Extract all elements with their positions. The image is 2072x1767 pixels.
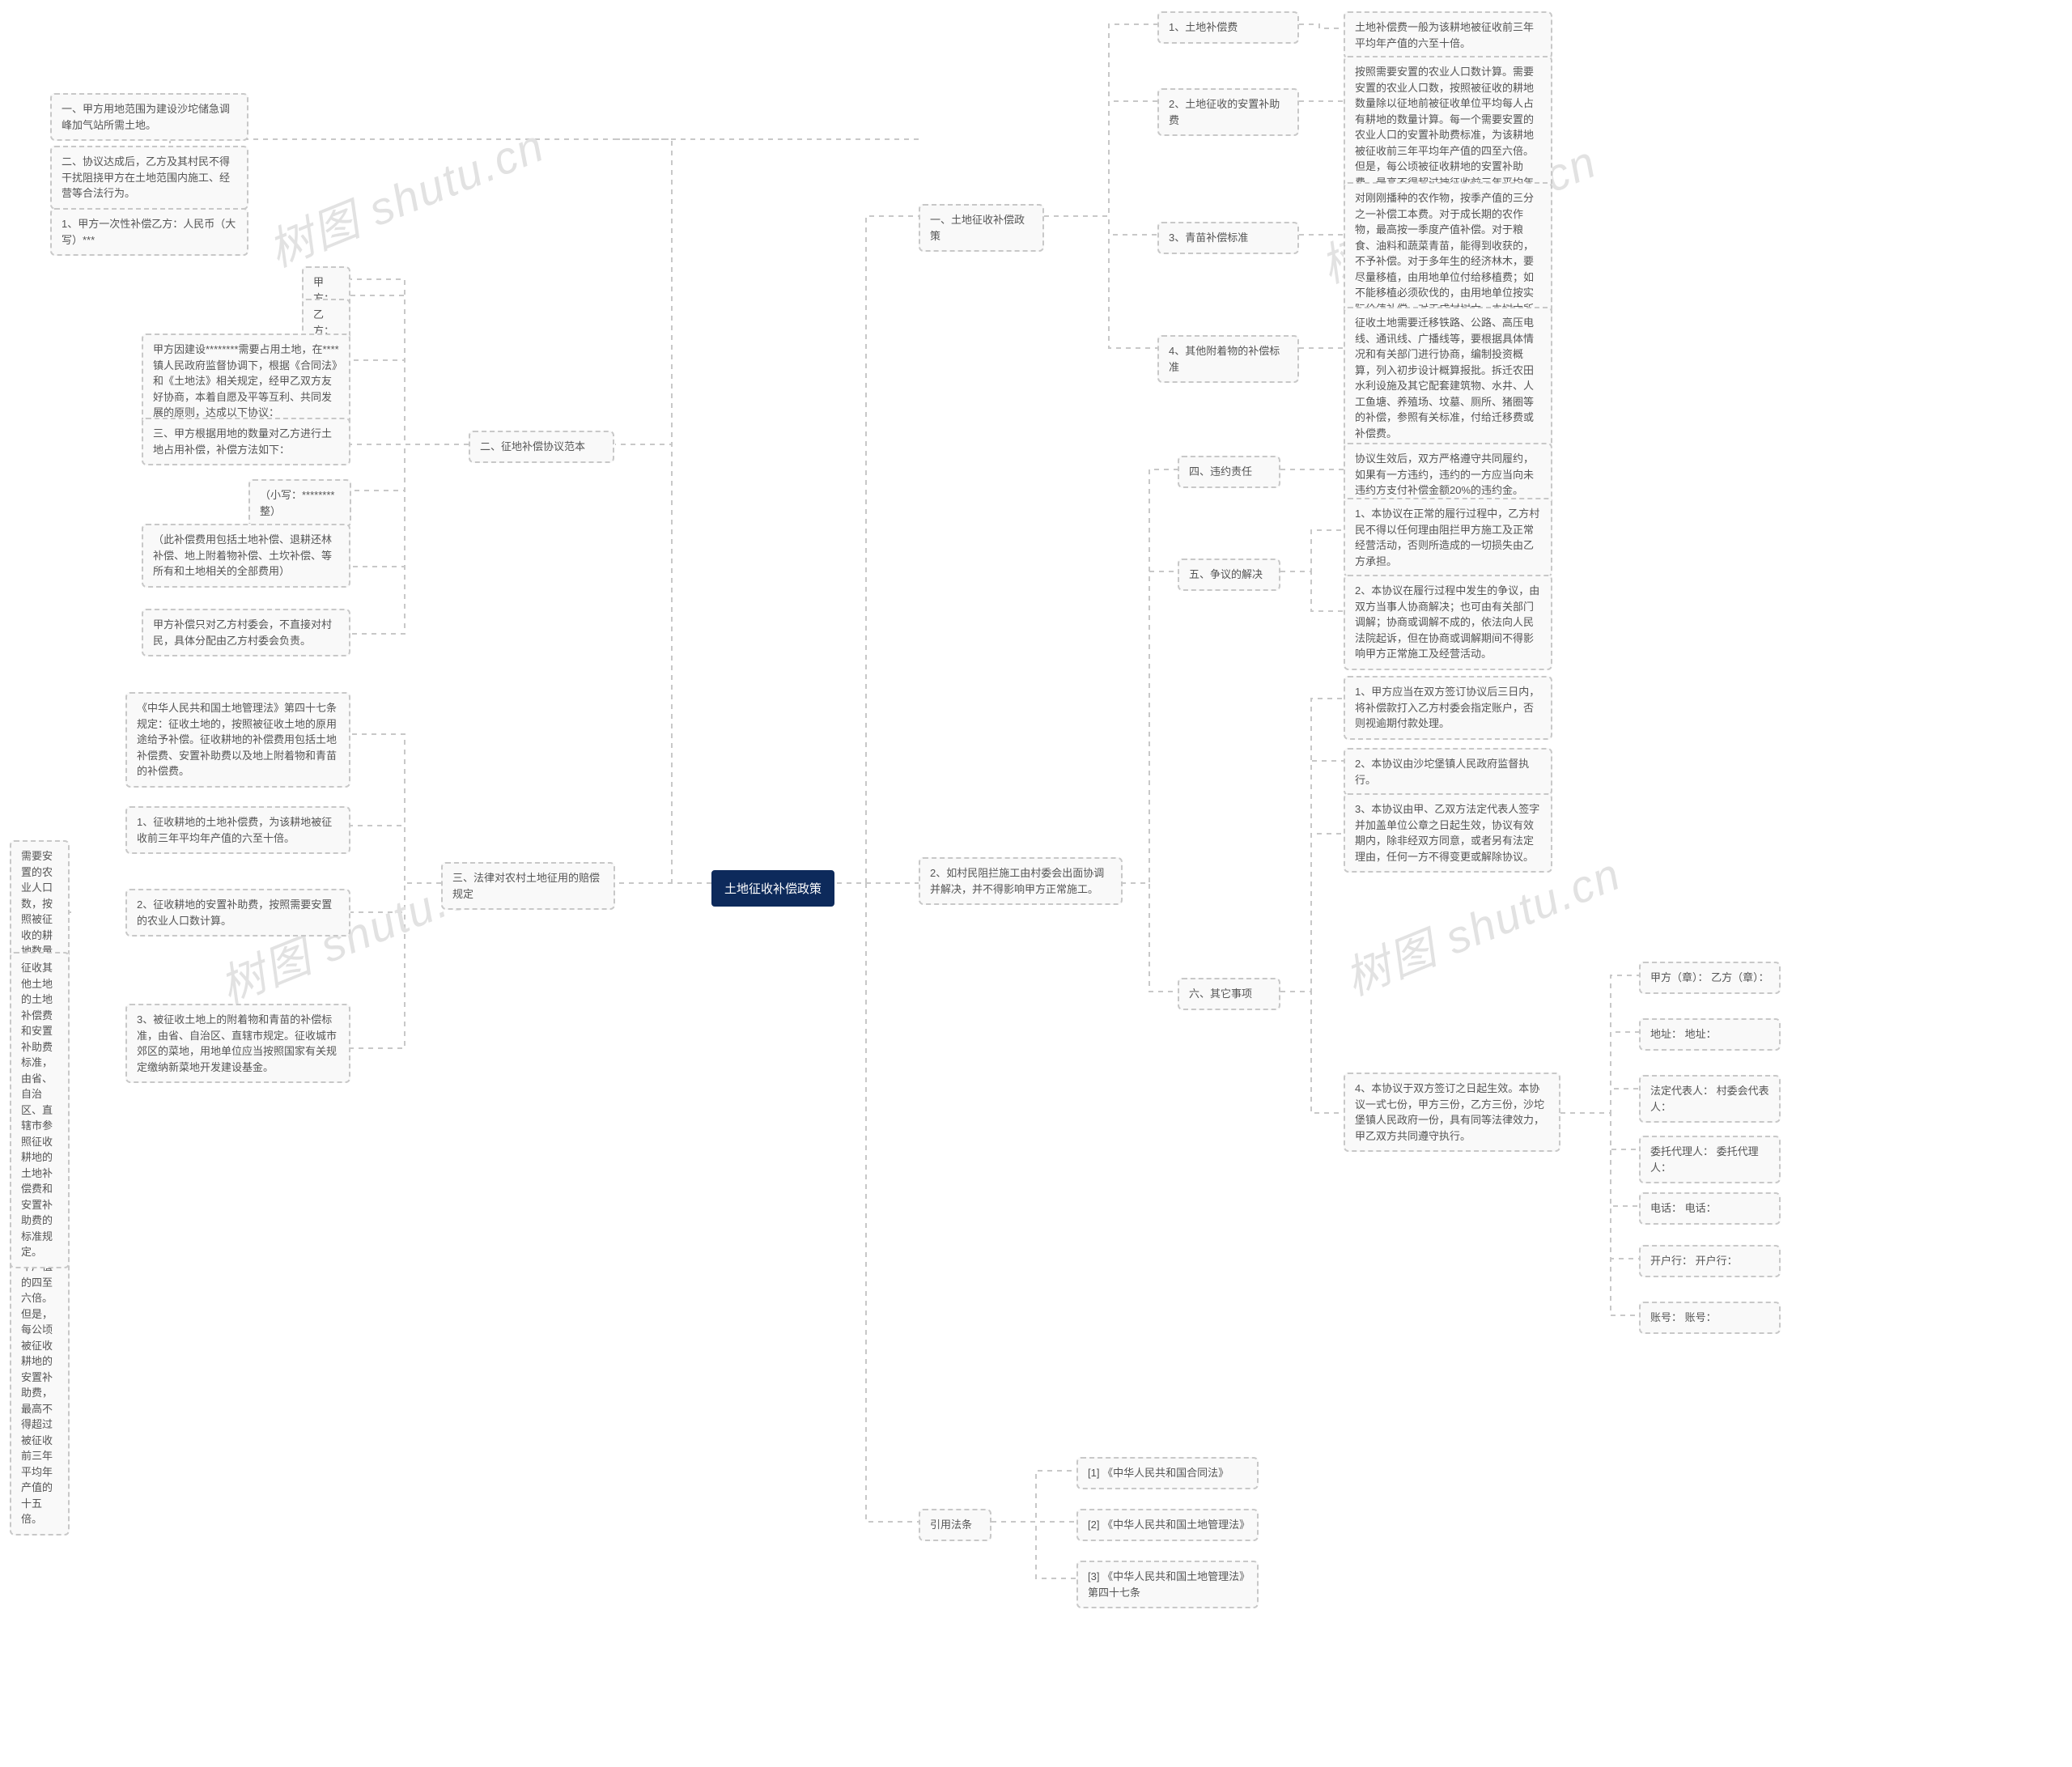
s1-i0-d: 土地补偿费一般为该耕地被征收前三年平均年产值的六至十倍。 [1344, 11, 1552, 59]
s1-i3: 4、其他附着物的补偿标准 [1157, 335, 1299, 383]
r2-a: 四、违约责任 [1178, 456, 1280, 488]
s1-i0: 1、土地补偿费 [1157, 11, 1299, 44]
sig-3: 委托代理人： 委托代理人： [1639, 1136, 1781, 1183]
cite-1: [2] 《中华人民共和国土地管理法》 [1076, 1509, 1259, 1541]
watermark: 树图 shutu.cn [257, 109, 553, 279]
s1-i3-d: 征收土地需要迁移铁路、公路、高压电线、通讯线、广播线等，要根据具体情况和有关部门… [1344, 307, 1552, 449]
s1-i2: 3、青苗补偿标准 [1157, 222, 1299, 254]
s2-c5: （此补偿费用包括土地补偿、退耕还林补偿、地上附着物补偿、土坎补偿、等所有和土地相… [142, 524, 350, 588]
r2-b-d0: 1、本协议在正常的履行过程中，乙方村民不得以任何理由阻拦甲方施工及正常经营活动，… [1344, 498, 1552, 577]
left-branch-a-3: 1、甲方一次性补偿乙方：人民币（大写）*** [50, 208, 248, 256]
sig-1: 地址： 地址： [1639, 1018, 1781, 1051]
cite-2: [3] 《中华人民共和国土地管理法》第四十七条 [1076, 1561, 1259, 1608]
s3-c2: 2、征收耕地的安置补助费，按照需要安置的农业人口数计算。 [125, 889, 350, 937]
sig-5: 开户行： 开户行： [1639, 1245, 1781, 1277]
s3-c2-note-b: 征收其他土地的土地补偿费和安置补助费标准，由省、自治区、直辖市参照征收耕地的土地… [10, 952, 70, 1268]
root-node: 土地征收补偿政策 [711, 870, 834, 907]
section-cite: 引用法条 [919, 1509, 991, 1541]
r2-c-d0: 1、甲方应当在双方签订协议后三日内，将补偿款打入乙方村委会指定账户，否则视逾期付… [1344, 676, 1552, 740]
section-3: 三、法律对农村土地征用的赔偿规定 [441, 862, 615, 910]
section-2: 二、征地补偿协议范本 [469, 431, 614, 463]
s3-c1: 1、征收耕地的土地补偿费，为该耕地被征收前三年平均年产值的六至十倍。 [125, 806, 350, 854]
s2-c2: 甲方因建设********需要占用土地，在****镇人民政府监督协调下，根据《合… [142, 333, 350, 429]
mindmap-canvas: 树图 shutu.cn 树图 shutu.cn 树图 shutu.cn 树图 s… [0, 0, 2072, 1767]
r2-c-d2: 3、本协议由甲、乙双方法定代表人签字并加盖单位公章之日起生效，协议有效期内，除非… [1344, 793, 1552, 873]
s3-c3: 3、被征收土地上的附着物和青苗的补偿标准，由省、自治区、直辖市规定。征收城市郊区… [125, 1004, 350, 1083]
section-1: 一、土地征收补偿政策 [919, 204, 1044, 252]
r2-b: 五、争议的解决 [1178, 559, 1280, 591]
s2-c6: 甲方补偿只对乙方村委会，不直接对村民，具体分配由乙方村委会负责。 [142, 609, 350, 656]
s2-c3: 三、甲方根据用地的数量对乙方进行土地占用补偿，补偿方法如下： [142, 418, 350, 465]
r2-c-d3: 4、本协议于双方签订之日起生效。本协议一式七份，甲方三份，乙方三份，沙坨堡镇人民… [1344, 1073, 1560, 1152]
sig-6: 账号： 账号： [1639, 1302, 1781, 1334]
s1-i1: 2、土地征收的安置补助费 [1157, 88, 1299, 136]
left-branch-a-1: 一、甲方用地范围为建设沙坨储急调峰加气站所需土地。 [50, 93, 248, 141]
s2-c4: （小写：********整） [248, 479, 351, 527]
left-branch-a-2: 二、协议达成后，乙方及其村民不得干扰阻挠甲方在土地范围内施工、经营等合法行为。 [50, 146, 248, 210]
sig-2: 法定代表人： 村委会代表人： [1639, 1075, 1781, 1123]
sig-0: 甲方（章）： 乙方（章）： [1639, 962, 1781, 994]
r2-a-d: 协议生效后，双方严格遵守共同履约，如果有一方违约，违约的一方应当向未违约方支付补… [1344, 443, 1552, 507]
sig-4: 电话： 电话： [1639, 1192, 1781, 1225]
r2-b-d1: 2、本协议在履行过程中发生的争议，由双方当事人协商解决；也可由有关部门调解；协商… [1344, 575, 1552, 670]
cite-0: [1] 《中华人民共和国合同法》 [1076, 1457, 1259, 1489]
s3-c0: 《中华人民共和国土地管理法》第四十七条规定：征收土地的，按照被征收土地的原用途给… [125, 692, 350, 788]
r2-c-d1: 2、本协议由沙坨堡镇人民政府监督执行。 [1344, 748, 1552, 796]
right-mid-title: 2、如村民阻拦施工由村委会出面协调并解决，并不得影响甲方正常施工。 [919, 857, 1123, 905]
r2-c: 六、其它事项 [1178, 978, 1280, 1010]
